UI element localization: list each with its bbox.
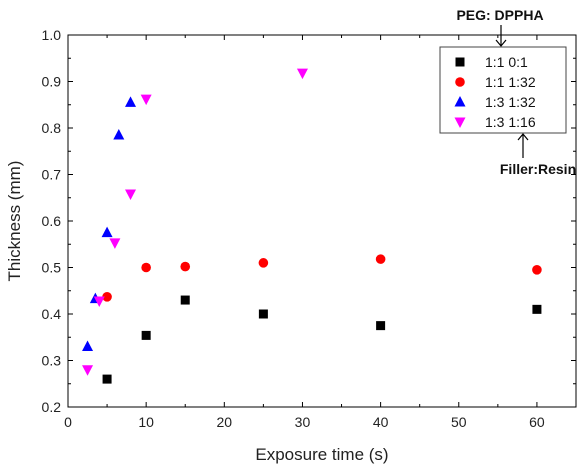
data-point-series-3 xyxy=(101,226,113,238)
data-point-series-4 xyxy=(82,365,94,376)
legend-marker-1 xyxy=(455,57,465,67)
legend-marker-3 xyxy=(454,96,466,107)
x-tick-label: 10 xyxy=(138,414,154,430)
data-point-series-1 xyxy=(102,374,112,384)
data-point-series-2 xyxy=(375,254,386,264)
data-point-series-1 xyxy=(532,304,542,314)
axes: 0 10 20 30 40 50 60 0.2 0.3 0.4 0.5 0.6 0.7 0.8 0.9 1.0 xyxy=(42,27,577,430)
y-tick-label: 0.9 xyxy=(42,74,62,90)
x-tick-label: 50 xyxy=(451,414,467,430)
annotation-arrows xyxy=(495,25,529,158)
filler-resin-annotation: Filler:Resin xyxy=(500,161,576,177)
y-axis-title: Thickness (mm) xyxy=(5,161,24,282)
x-tick-label: 0 xyxy=(64,414,72,430)
legend-label-3: 1:3 1:32 xyxy=(485,94,536,110)
y-tick-label: 0.4 xyxy=(42,306,62,322)
y-tick-label: 0.2 xyxy=(42,399,62,415)
y-tick-label: 0.7 xyxy=(42,167,62,183)
data-point-series-2 xyxy=(141,262,151,273)
legend: 1:1 0:1 1:1 1:32 1:3 1:32 1:3 1:16 xyxy=(439,46,567,134)
y-tick-label: 0.5 xyxy=(42,260,62,276)
legend-label-1: 1:1 0:1 xyxy=(485,54,528,70)
data-point-series-1 xyxy=(258,309,268,319)
data-point-series-3 xyxy=(125,96,137,107)
data-point-series-1 xyxy=(180,295,190,305)
data-point-series-2 xyxy=(258,258,269,268)
y-tick-label: 0.3 xyxy=(42,353,62,369)
data-point-series-4 xyxy=(296,68,308,80)
x-tick-label: 20 xyxy=(217,414,233,430)
data-point-series-4 xyxy=(93,296,105,307)
data-point-series-2 xyxy=(102,291,112,302)
arrow-up-head xyxy=(517,133,529,141)
data-point-series-1 xyxy=(376,321,386,331)
legend-marker-4 xyxy=(454,117,466,128)
y-tick-label: 1.0 xyxy=(42,27,62,43)
x-axis-title: Exposure time (s) xyxy=(255,445,388,464)
x-tick-label: 30 xyxy=(295,414,311,430)
data-point-series-4 xyxy=(140,94,152,106)
arrow-down-head xyxy=(495,39,507,47)
data-point-series-2 xyxy=(180,261,191,272)
data-point-series-4 xyxy=(125,189,137,201)
y-tick-label: 0.6 xyxy=(42,213,62,229)
x-tick-label: 60 xyxy=(529,414,545,430)
data-point-series-4 xyxy=(109,238,121,249)
data-point-series-3 xyxy=(82,340,94,352)
legend-label-2: 1:1 1:32 xyxy=(485,74,536,90)
peg-dppha-annotation: PEG: DPPHA xyxy=(456,7,543,23)
legend-label-4: 1:3 1:16 xyxy=(485,114,536,130)
data-point-series-3 xyxy=(113,128,125,140)
data-point-series-1 xyxy=(141,330,151,340)
data-points xyxy=(82,68,542,384)
y-tick-label: 0.8 xyxy=(42,120,62,136)
legend-marker-2 xyxy=(455,77,465,87)
data-point-series-2 xyxy=(532,265,542,275)
x-tick-label: 40 xyxy=(373,414,389,430)
